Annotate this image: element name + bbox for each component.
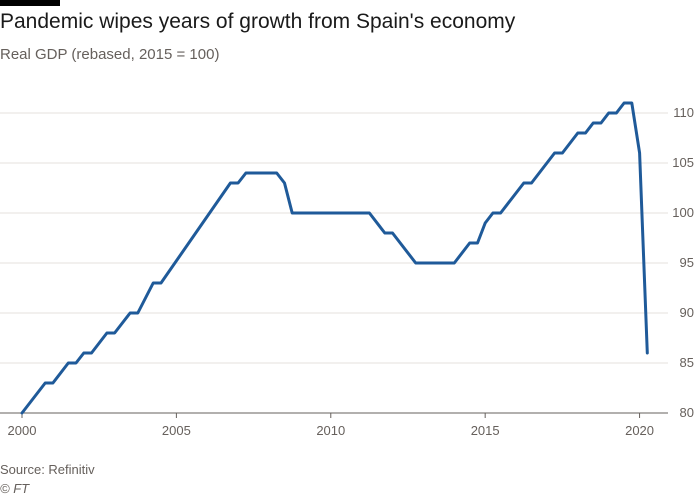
tick-labels: 80 85 90 95 100 105 110 2000 2005 2010 2015 2020	[8, 105, 694, 438]
y-tick-label: 80	[680, 405, 694, 420]
x-tick-label: 2015	[471, 423, 500, 438]
x-tick-label: 2020	[625, 423, 654, 438]
chart-subtitle: Real GDP (rebased, 2015 = 100)	[0, 46, 220, 63]
y-tick-label: 85	[680, 355, 694, 370]
credit-note: © FT	[0, 481, 30, 496]
x-tick-label: 2005	[162, 423, 191, 438]
y-tick-label: 105	[672, 155, 694, 170]
x-axis-ticks	[21, 413, 641, 418]
gridlines	[0, 112, 668, 414]
source-note: Source: Refinitiv	[0, 462, 95, 477]
y-tick-label: 110	[673, 105, 694, 120]
brand-accent-bar	[0, 0, 60, 6]
chart-title: Pandemic wipes years of growth from Spai…	[0, 10, 516, 33]
series-layer	[20, 101, 649, 415]
gdp-series-line	[20, 101, 649, 415]
x-tick-label: 2010	[316, 423, 345, 438]
y-tick-label: 90	[680, 305, 694, 320]
y-tick-label: 95	[680, 255, 694, 270]
x-tick-label: 2000	[8, 423, 37, 438]
y-tick-label: 100	[672, 205, 694, 220]
